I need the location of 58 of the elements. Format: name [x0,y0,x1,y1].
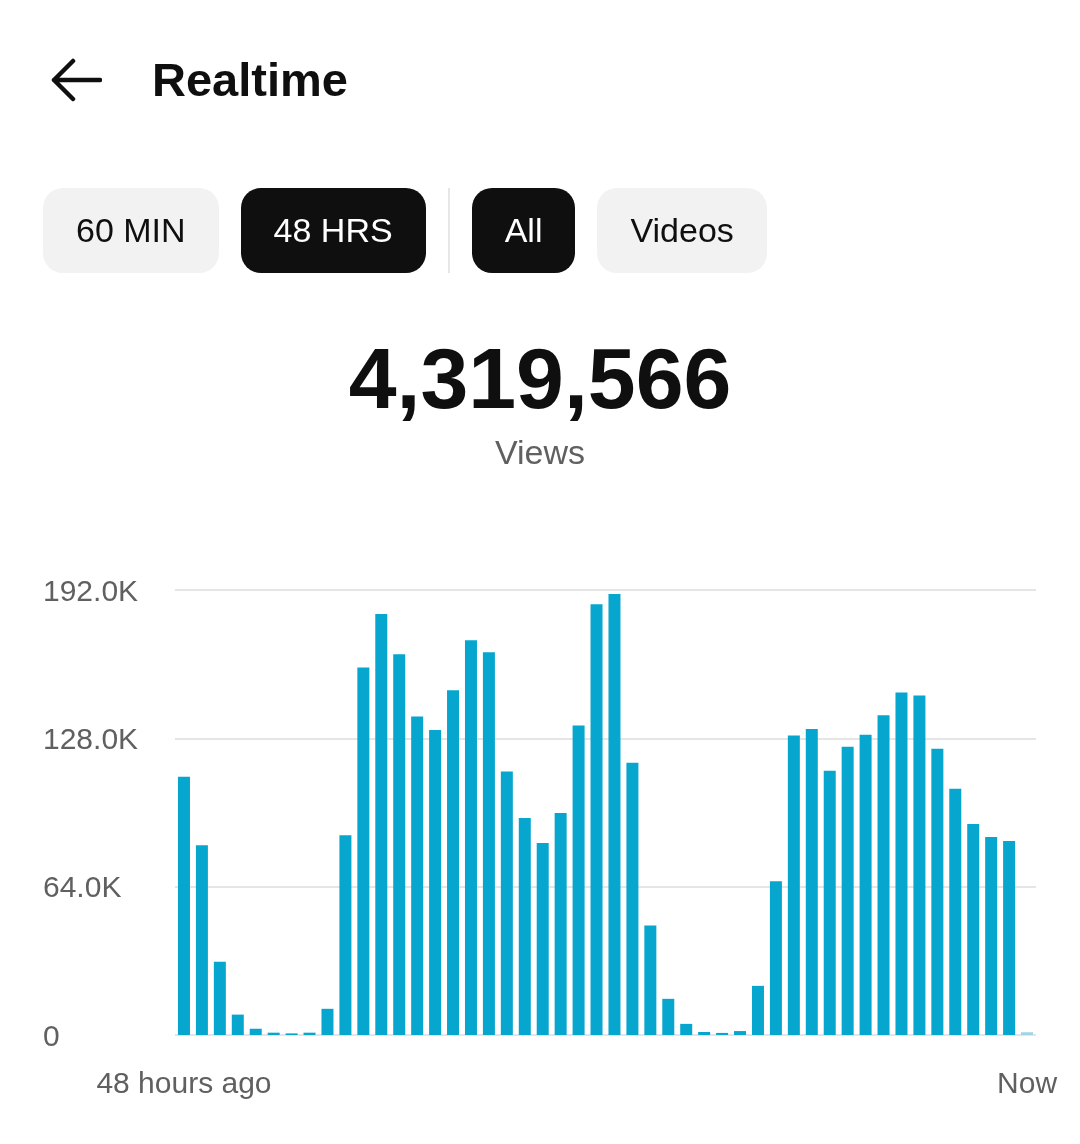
y-tick-label: 192.0K [43,573,139,607]
bar [411,716,424,1035]
bar [231,1014,244,1035]
text: Views [493,432,587,473]
bar [177,776,190,1035]
bar [213,961,226,1035]
bar [429,729,442,1035]
bar [572,725,585,1035]
bar [339,835,352,1035]
bar [841,746,854,1035]
y-tick-label: 64.0K [43,870,122,904]
bar [195,845,208,1035]
bar [985,837,998,1035]
bar [464,640,477,1035]
bar [482,652,495,1035]
bar [321,1008,334,1035]
bar [913,695,926,1035]
bar [967,824,980,1035]
bar [554,812,567,1035]
y-tick-label: 128.0K [43,721,139,755]
bar [500,771,513,1035]
bar [375,614,388,1035]
bar [734,1031,747,1035]
bar [805,729,818,1035]
bar [644,925,657,1035]
bar [1021,1032,1034,1035]
bar [859,734,872,1035]
bar [626,762,639,1035]
bar [608,593,621,1035]
filter-chip: Videos [597,188,767,273]
bar [447,690,460,1035]
chart-title: Realtime [152,52,348,108]
bar [680,1023,693,1035]
bar [751,985,764,1035]
bar [769,881,782,1035]
bar [590,604,603,1035]
bar [393,654,406,1035]
bar [357,667,370,1035]
bar [698,1031,711,1035]
bar [877,715,890,1035]
filter-chip: 48 HRS [240,188,426,273]
filter-chip: 60 MIN [43,188,219,273]
bar [1003,841,1016,1035]
y-tick-label: 0 [43,1018,60,1052]
bar [249,1028,262,1035]
text: 4,319,566 [347,330,733,426]
filter-chip: All [471,188,576,273]
bar [716,1032,729,1035]
bar [536,843,549,1035]
bar [823,770,836,1035]
bar [662,998,675,1035]
bar [518,818,531,1035]
bar [949,788,962,1035]
bar [895,692,908,1035]
bar [931,748,944,1035]
x-tick-label: 48 hours ago [96,1065,272,1099]
bar [787,735,800,1035]
x-tick-label: Now [997,1065,1058,1099]
